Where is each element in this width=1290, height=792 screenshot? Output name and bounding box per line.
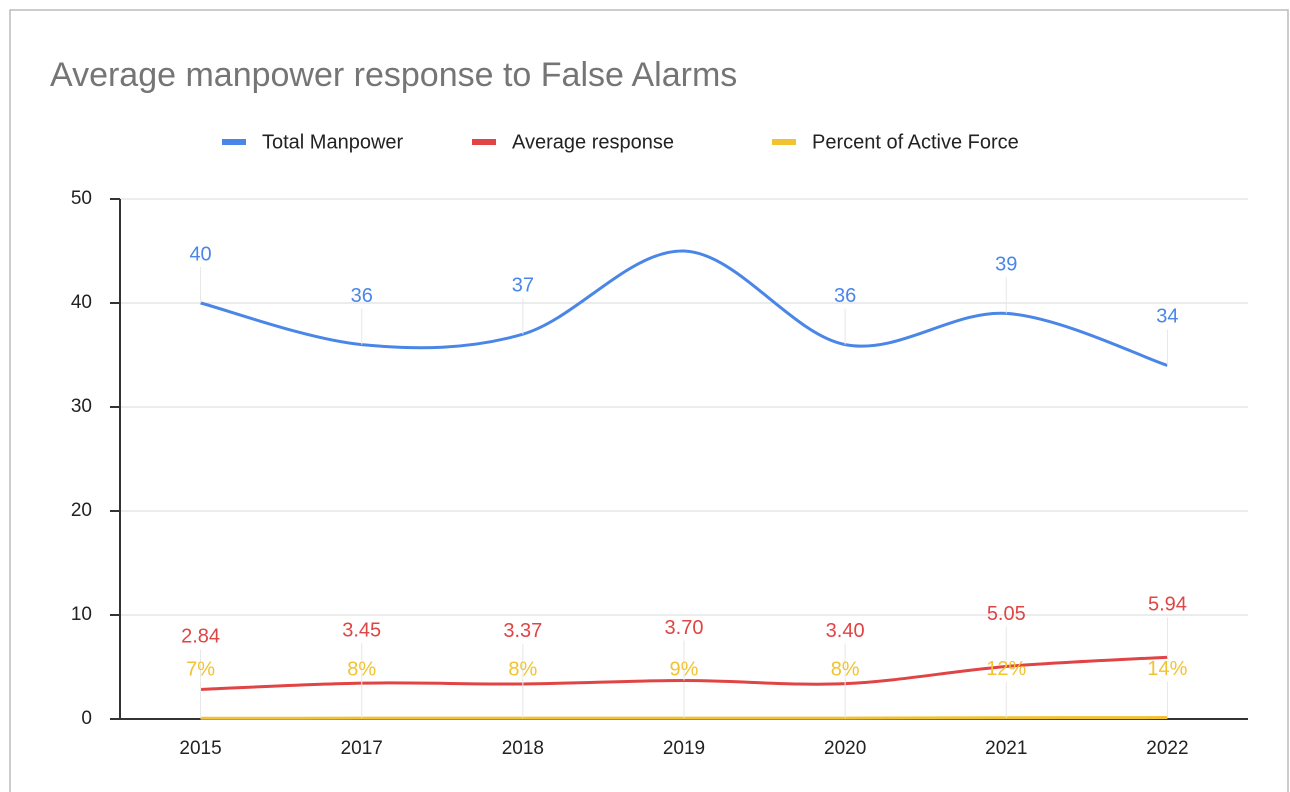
chart-title: Average manpower response to False Alarm… — [50, 56, 737, 94]
data-label: 34 — [1156, 306, 1178, 328]
x-tick-label: 2020 — [824, 738, 866, 759]
y-tick-label: 50 — [71, 188, 92, 209]
data-label: 36 — [834, 285, 856, 307]
data-label: 2.84 — [181, 626, 220, 648]
data-label: 7% — [186, 659, 215, 681]
data-label: 36 — [351, 285, 373, 307]
legend-label: Percent of Active Force — [812, 131, 1019, 153]
legend-label: Average response — [512, 131, 674, 153]
data-label: 5.94 — [1148, 594, 1187, 616]
y-tick-label: 20 — [71, 500, 92, 521]
y-tick-label: 40 — [71, 292, 92, 313]
data-label: 3.40 — [826, 620, 865, 642]
data-label: 8% — [831, 658, 860, 680]
legend-swatch — [472, 139, 496, 145]
data-label: 12% — [986, 658, 1026, 680]
legend-swatch — [772, 139, 796, 145]
y-tick-label: 30 — [71, 396, 92, 417]
data-label: 14% — [1147, 658, 1187, 680]
data-label: 40 — [189, 243, 211, 265]
data-label: 3.37 — [503, 620, 542, 642]
data-label: 39 — [995, 254, 1017, 276]
data-label: 37 — [512, 274, 534, 296]
data-label: 8% — [347, 658, 376, 680]
y-tick-label: 0 — [81, 708, 92, 729]
legend-swatch — [222, 139, 246, 145]
x-tick-label: 2017 — [341, 738, 383, 759]
x-tick-label: 2021 — [985, 738, 1027, 759]
data-label: 3.45 — [342, 619, 381, 641]
data-label: 5.05 — [987, 603, 1026, 625]
x-tick-label: 2019 — [663, 738, 705, 759]
x-tick-label: 2015 — [179, 738, 221, 759]
y-tick-label: 10 — [71, 604, 92, 625]
data-label: 3.70 — [665, 617, 704, 639]
x-tick-label: 2018 — [502, 738, 544, 759]
x-tick-label: 2022 — [1146, 738, 1188, 759]
data-label: 8% — [508, 658, 537, 680]
legend-label: Total Manpower — [262, 131, 404, 153]
data-label: 9% — [670, 658, 699, 680]
